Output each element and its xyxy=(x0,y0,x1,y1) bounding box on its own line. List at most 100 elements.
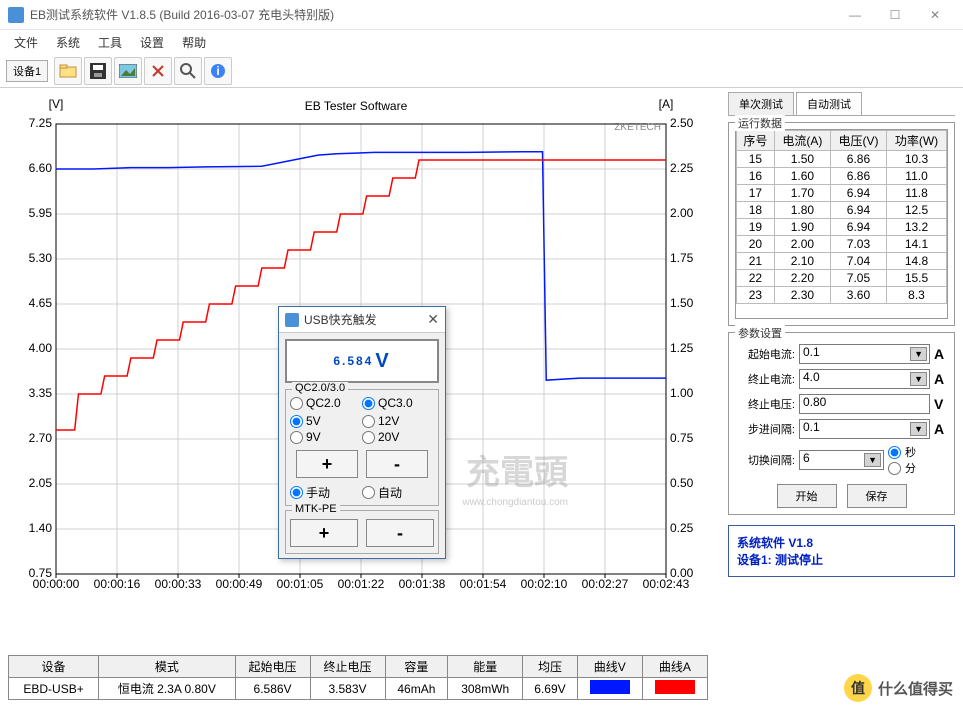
svg-text:00:02:10: 00:02:10 xyxy=(521,577,568,591)
search-icon[interactable] xyxy=(174,57,202,85)
brand-label: ZKETECH xyxy=(614,122,661,133)
maximize-button[interactable]: ☐ xyxy=(875,1,915,29)
minimize-button[interactable]: — xyxy=(835,1,875,29)
table-row[interactable]: 222.207.0515.5 xyxy=(737,270,947,287)
radio-qc30[interactable]: QC3.0 xyxy=(362,396,434,410)
table-header: 序号 xyxy=(737,131,775,151)
svg-text:1.50: 1.50 xyxy=(670,296,694,310)
radio-5v[interactable]: 5V xyxy=(290,414,362,428)
usb-trigger-dialog: USB快充触发 ✕ 6.584V QC2.0/3.0 QC2.0 QC3.0 5… xyxy=(278,306,446,559)
param-input[interactable]: 6 xyxy=(799,450,884,470)
summary-cell: 308mWh xyxy=(448,678,523,700)
menu-help[interactable]: 帮助 xyxy=(174,32,214,53)
summary-header: 曲线V xyxy=(577,656,642,678)
summary-cell: 恒电流 2.3A 0.80V xyxy=(99,678,235,700)
radio-auto[interactable]: 自动 xyxy=(362,484,434,501)
radio-12v[interactable]: 12V xyxy=(362,414,434,428)
summary-header: 设备 xyxy=(9,656,99,678)
param-settings: 参数设置 起始电流: 0.1 A 终止电流: 4.0 A 终止电压: 0.80 … xyxy=(728,332,955,515)
svg-text:4.00: 4.00 xyxy=(29,341,53,355)
dialog-close-icon[interactable]: ✕ xyxy=(427,311,439,328)
chart-pane: EB Tester Software[V][A]0.751.402.052.70… xyxy=(0,88,728,708)
tools-icon[interactable] xyxy=(144,57,172,85)
radio-qc20[interactable]: QC2.0 xyxy=(290,396,362,410)
summary-header: 模式 xyxy=(99,656,235,678)
menu-system[interactable]: 系统 xyxy=(48,32,88,53)
open-icon[interactable] xyxy=(54,57,82,85)
table-row[interactable]: 191.906.9413.2 xyxy=(737,219,947,236)
svg-text:3.35: 3.35 xyxy=(29,386,53,400)
radio-min[interactable]: 分 xyxy=(888,460,948,476)
param-label: 终止电流: xyxy=(735,371,795,387)
image-icon[interactable] xyxy=(114,57,142,85)
summary-header: 均压 xyxy=(523,656,578,678)
param-row: 终止电流: 4.0 A xyxy=(735,369,948,389)
param-input[interactable]: 0.1 xyxy=(799,419,930,439)
corner-logo-icon: 值 xyxy=(844,674,872,702)
svg-text:2.70: 2.70 xyxy=(29,431,53,445)
qc-group: QC2.0/3.0 QC2.0 QC3.0 5V 12V 9V 20V + - … xyxy=(285,389,439,506)
svg-text:EB Tester Software: EB Tester Software xyxy=(305,99,408,113)
table-row[interactable]: 171.706.9411.8 xyxy=(737,185,947,202)
mtk-minus-button[interactable]: - xyxy=(366,519,434,547)
runtime-scroll[interactable]: 序号电流(A)电压(V)功率(W)151.506.8610.3161.606.8… xyxy=(735,129,948,319)
qc-group-legend: QC2.0/3.0 xyxy=(292,382,348,394)
svg-text:1.00: 1.00 xyxy=(670,386,694,400)
summary-header: 能量 xyxy=(448,656,523,678)
runtime-legend: 运行数据 xyxy=(735,115,785,131)
tab-single[interactable]: 单次测试 xyxy=(728,92,794,115)
svg-text:0.50: 0.50 xyxy=(670,476,694,490)
side-panel: 单次测试 自动测试 运行数据 序号电流(A)电压(V)功率(W)151.506.… xyxy=(728,88,963,708)
table-row[interactable]: 181.806.9412.5 xyxy=(737,202,947,219)
table-row[interactable]: 161.606.8611.0 xyxy=(737,168,947,185)
param-input[interactable]: 0.80 xyxy=(799,394,930,414)
dialog-titlebar[interactable]: USB快充触发 ✕ xyxy=(279,307,445,333)
radio-9v[interactable]: 9V xyxy=(290,430,362,444)
radio-sec[interactable]: 秒 xyxy=(888,444,948,460)
radio-manual[interactable]: 手动 xyxy=(290,484,362,501)
svg-text:00:00:33: 00:00:33 xyxy=(155,577,202,591)
svg-text:00:01:22: 00:01:22 xyxy=(338,577,385,591)
curve-v-color xyxy=(590,680,630,694)
table-row[interactable]: 151.506.8610.3 xyxy=(737,151,947,168)
table-row[interactable]: 232.303.608.3 xyxy=(737,287,947,304)
svg-text:2.00: 2.00 xyxy=(670,206,694,220)
window-title: EB测试系统软件 V1.8.5 (Build 2016-03-07 充电头特别版… xyxy=(30,6,835,23)
mtk-group: MTK-PE + - xyxy=(285,510,439,554)
main-area: EB Tester Software[V][A]0.751.402.052.70… xyxy=(0,88,963,708)
param-input[interactable]: 4.0 xyxy=(799,369,930,389)
summary-header: 起始电压 xyxy=(235,656,310,678)
info-icon[interactable]: i xyxy=(204,57,232,85)
device-label[interactable]: 设备1 xyxy=(6,60,48,82)
qc-plus-button[interactable]: + xyxy=(296,450,358,478)
param-unit: A xyxy=(934,421,948,437)
radio-20v[interactable]: 20V xyxy=(362,430,434,444)
svg-text:00:02:27: 00:02:27 xyxy=(582,577,629,591)
voltage-unit: V xyxy=(375,350,390,373)
param-label: 步进间隔: xyxy=(735,421,795,437)
param-legend: 参数设置 xyxy=(735,325,785,341)
svg-text:i: i xyxy=(216,64,219,78)
status-line1: 系统软件 V1.8 xyxy=(737,534,946,551)
menu-file[interactable]: 文件 xyxy=(6,32,46,53)
qc-minus-button[interactable]: - xyxy=(366,450,428,478)
voltage-display: 6.584V xyxy=(285,339,439,383)
tab-auto[interactable]: 自动测试 xyxy=(796,92,862,115)
param-label: 起始电流: xyxy=(735,346,795,362)
save-icon[interactable] xyxy=(84,57,112,85)
param-label: 切换间隔: xyxy=(735,452,795,468)
mtk-plus-button[interactable]: + xyxy=(290,519,358,547)
mtk-legend: MTK-PE xyxy=(292,503,340,515)
summary-header: 容量 xyxy=(385,656,448,678)
save-button[interactable]: 保存 xyxy=(847,484,907,508)
start-button[interactable]: 开始 xyxy=(777,484,837,508)
svg-text:2.50: 2.50 xyxy=(670,116,694,130)
menu-tools[interactable]: 工具 xyxy=(90,32,130,53)
param-unit: A xyxy=(934,371,948,387)
param-input[interactable]: 0.1 xyxy=(799,344,930,364)
table-row[interactable]: 212.107.0414.8 xyxy=(737,253,947,270)
table-row[interactable]: 202.007.0314.1 xyxy=(737,236,947,253)
menu-settings[interactable]: 设置 xyxy=(132,32,172,53)
close-button[interactable]: ✕ xyxy=(915,1,955,29)
runtime-data: 运行数据 序号电流(A)电压(V)功率(W)151.506.8610.3161.… xyxy=(728,122,955,326)
